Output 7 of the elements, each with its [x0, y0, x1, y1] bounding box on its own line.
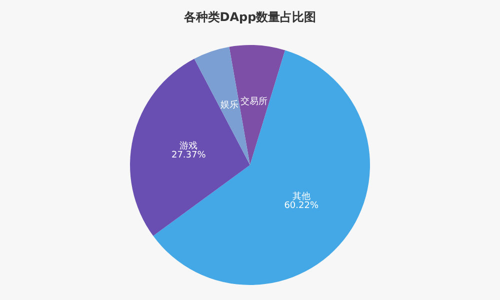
slice-label: 娱乐 [220, 99, 239, 110]
chart-title: 各种类DApp数量占比图 [182, 10, 316, 24]
data-label: 60.22% [284, 200, 319, 211]
slice-label: 交易所 [240, 96, 268, 108]
slice-label: 其他 [292, 190, 310, 202]
slice-label: 游戏 [180, 140, 198, 152]
data-label: 27.37% [171, 150, 206, 160]
